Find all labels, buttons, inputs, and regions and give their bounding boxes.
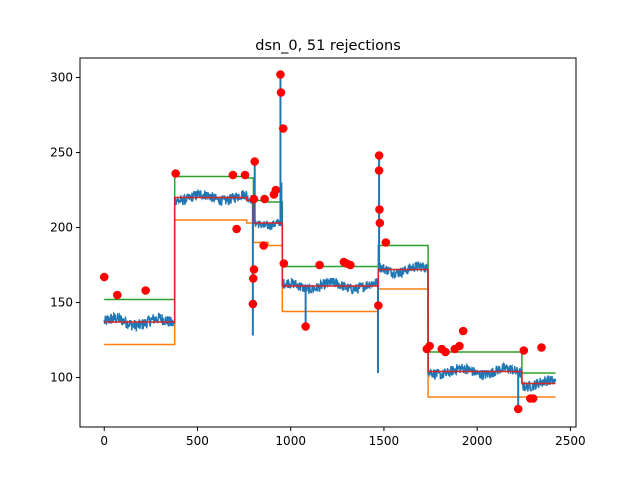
- rejection-point: [228, 170, 238, 180]
- rejection-point: [240, 170, 250, 180]
- x-tick-label: 2500: [555, 434, 586, 448]
- rejection-point: [249, 265, 259, 274]
- x-tick-label: 2000: [462, 434, 493, 448]
- y-tick-label: 100: [50, 371, 73, 385]
- rejection-point: [375, 205, 384, 214]
- y-axis: 100 150 200 250 300: [50, 71, 80, 385]
- plot-area: [99, 70, 557, 414]
- y-tick-label: 150: [50, 296, 73, 310]
- rejection-point: [260, 194, 269, 204]
- rejection-point: [528, 394, 538, 403]
- rejection-point: [259, 241, 268, 250]
- chart-title: dsn_0, 51 rejections: [255, 38, 401, 54]
- rejection-point: [425, 341, 434, 351]
- rejection-point: [315, 260, 324, 270]
- rejection-point: [455, 341, 464, 351]
- x-tick-label: 0: [100, 434, 108, 448]
- y-tick-label: 200: [50, 221, 73, 235]
- rejection-point: [441, 347, 450, 357]
- x-axis: 0 500 1000 1500 2000 2500: [100, 427, 586, 448]
- rejection-point: [346, 260, 355, 270]
- rejection-point: [374, 151, 384, 160]
- rejection-point: [141, 286, 150, 295]
- rejection-point: [276, 70, 285, 79]
- rejection-point: [513, 404, 523, 414]
- rejection-point: [519, 346, 529, 355]
- rejection-point: [374, 166, 384, 175]
- rejection-point: [375, 218, 385, 228]
- rejection-point: [276, 88, 286, 97]
- rejection-point: [278, 124, 288, 133]
- rejection-point: [250, 157, 260, 166]
- rejection-point: [374, 301, 383, 310]
- rejection-point: [248, 299, 258, 309]
- rejection-point: [99, 272, 109, 282]
- rejection-point: [537, 343, 546, 352]
- rejection-point: [171, 169, 180, 178]
- x-tick-label: 1000: [275, 434, 306, 448]
- axes-frame: [79, 57, 577, 428]
- y-tick-label: 300: [50, 71, 73, 85]
- rejection-point: [248, 274, 258, 283]
- rejection-point: [301, 322, 310, 331]
- mean-step-line: [104, 196, 556, 385]
- rejection-point: [279, 259, 289, 268]
- rejection-point: [112, 290, 122, 300]
- x-tick-label: 1500: [369, 434, 400, 448]
- rejection-point: [271, 185, 281, 195]
- rejection-point: [381, 238, 391, 247]
- x-tick-label: 500: [186, 434, 209, 448]
- y-tick-label: 250: [50, 146, 73, 160]
- rejection-point: [232, 224, 241, 234]
- rejection-point: [249, 194, 259, 204]
- rejection-point: [458, 326, 468, 336]
